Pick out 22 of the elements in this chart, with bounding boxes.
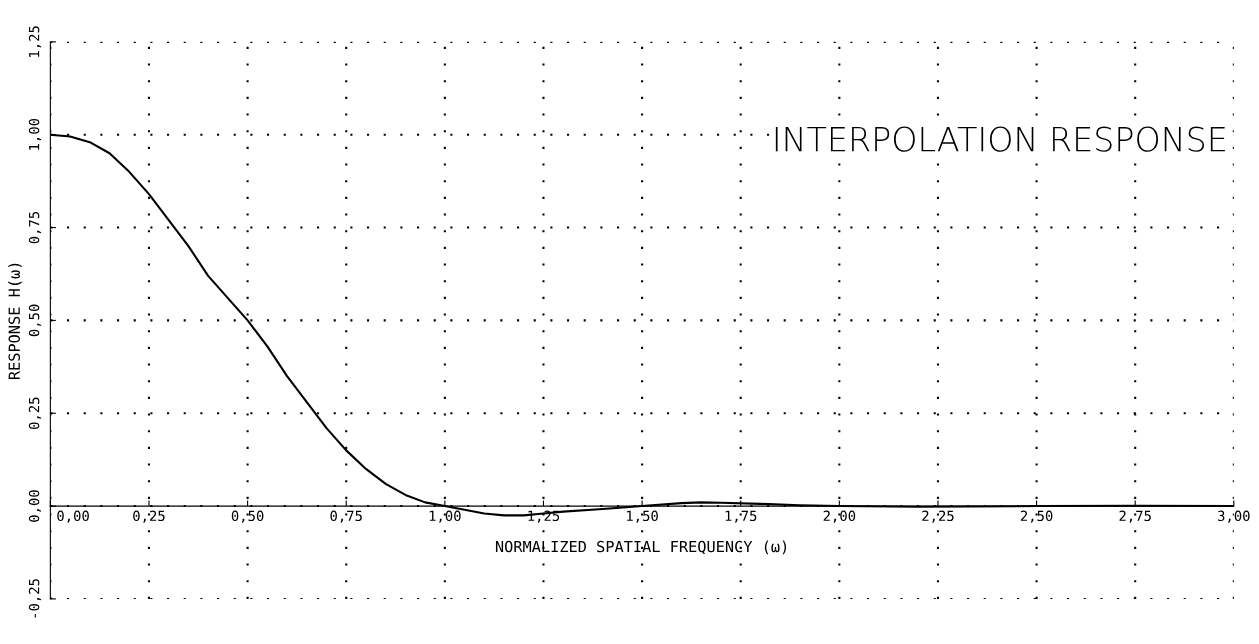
x-axis-title: NORMALIZED SPATIAL FREQUENCY (ω) xyxy=(495,540,787,555)
y-tick-label: 1,00 xyxy=(28,118,42,150)
y-axis-title: RESPONSE H(ω) xyxy=(8,263,22,380)
x-tick-label: 1,00 xyxy=(429,510,461,523)
x-tick-label: 0,25 xyxy=(133,510,165,523)
x-tick-label: 1,25 xyxy=(528,510,560,523)
x-tick-label: 1,50 xyxy=(627,510,658,523)
text: INTERPOLATION RESPONSE xyxy=(775,126,1225,152)
x-tick-label: 1,75 xyxy=(725,510,757,523)
y-tick-label: 0,25 xyxy=(28,397,42,430)
x-tick-label: 0,00 xyxy=(57,510,89,523)
x-tick-label: 0,75 xyxy=(330,510,362,523)
x-tick-label: 2,25 xyxy=(922,510,954,523)
x-tick-label: 3,00 xyxy=(1218,510,1250,523)
y-tick-label: 1,25 xyxy=(28,26,42,57)
x-tick-label: 2,50 xyxy=(1020,510,1053,523)
y-tick-label: 0,75 xyxy=(28,211,42,244)
x-tick-label: 0,50 xyxy=(231,510,264,523)
x-tick-label: 2,75 xyxy=(1119,510,1151,523)
y-tick-label: -0,25 xyxy=(28,579,42,618)
x-tick-label: 2,00 xyxy=(823,510,856,523)
y-tick-label: 0,50 xyxy=(28,304,42,337)
